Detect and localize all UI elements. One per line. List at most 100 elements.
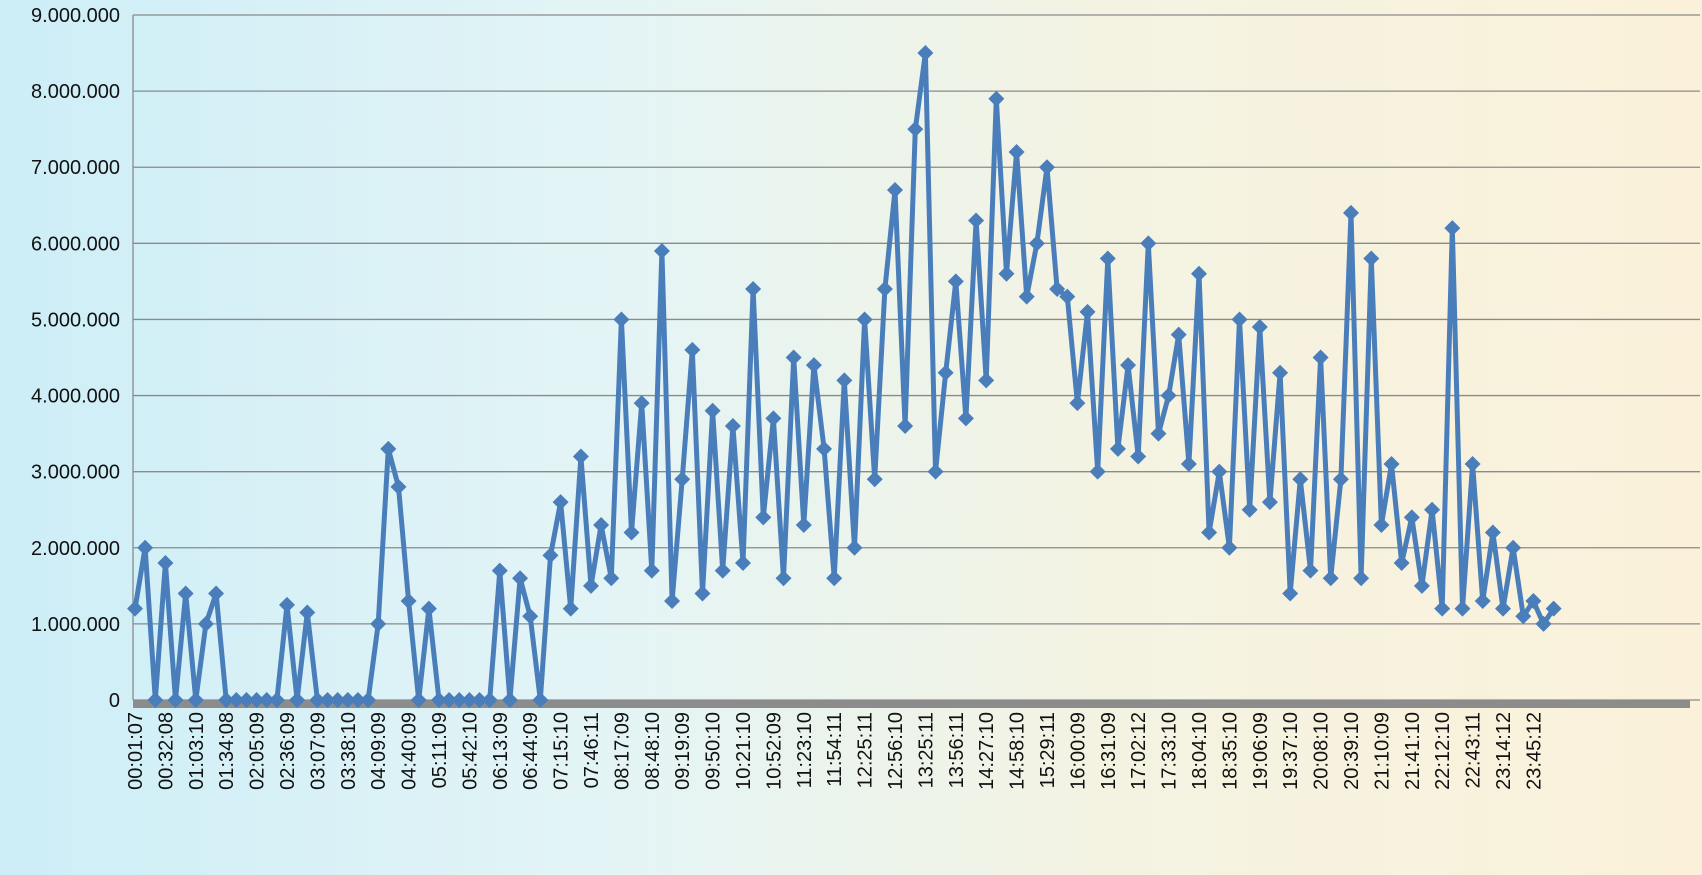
marker [1282,585,1299,602]
x-tick-label: 02:36:09 [277,712,299,790]
marker [866,471,883,488]
marker [1363,250,1380,267]
x-tick-label: 00:01:07 [125,712,147,790]
marker [248,692,265,708]
y-tick-label: 4.000.000 [31,386,120,408]
marker [1079,303,1096,320]
marker [1505,539,1522,556]
x-tick-label: 04:40:09 [399,712,421,790]
x-tick-label: 03:07:09 [307,712,329,790]
marker [349,692,366,708]
marker [694,585,711,602]
marker [735,555,751,571]
x-tick-label: 10:52:09 [763,712,785,790]
x-tick-label: 14:27:10 [976,712,998,790]
x-tick-label: 12:25:11 [855,712,877,788]
x-tick-label: 09:50:10 [703,712,725,790]
x-tick-label: 16:31:09 [1098,712,1120,790]
x-tick-label: 00:32:08 [155,712,177,790]
x-tick-label: 22:12:10 [1432,712,1454,790]
marker [339,692,356,708]
marker [826,570,843,587]
marker [846,539,863,556]
x-tick-label: 06:44:09 [520,712,542,790]
marker [927,463,944,480]
marker [876,281,893,297]
x-tick-label: 21:10:09 [1371,712,1393,790]
x-tick-label: 11:54:11 [824,712,846,787]
marker [775,570,792,587]
marker [613,311,630,328]
marker [684,341,701,358]
x-tick-label: 17:02:12 [1128,712,1150,790]
marker [208,585,225,602]
marker [512,570,529,587]
y-tick-label: 3.000.000 [31,462,120,484]
marker [197,615,214,632]
marker [1383,456,1400,473]
marker [1545,600,1562,617]
marker [1069,395,1086,412]
marker [127,600,143,617]
marker [957,410,974,427]
marker [532,692,549,708]
marker [420,600,437,617]
marker [917,45,934,62]
marker [1474,593,1491,610]
marker [887,182,903,199]
marker [1302,562,1319,579]
marker [400,593,417,610]
marker [947,273,964,290]
marker [1373,516,1390,533]
marker [1160,387,1177,404]
marker [1170,326,1187,343]
marker [238,692,255,708]
marker [552,494,569,511]
marker [491,562,508,579]
marker [1444,220,1461,237]
marker [1018,288,1035,305]
y-tick-label: 9.000.000 [31,5,120,27]
marker [410,692,427,708]
x-tick-label: 21:41:10 [1402,712,1424,790]
marker [1140,235,1157,252]
x-tick-label: 12:56:10 [885,712,907,790]
x-tick-label: 18:04:10 [1189,712,1211,790]
x-tick-label: 10:21:10 [733,712,755,790]
x-tick-label: 05:11:09 [429,712,451,788]
marker [1231,311,1248,328]
marker [279,596,295,613]
marker [501,692,518,708]
marker [1484,524,1501,541]
marker [1150,425,1167,442]
marker [968,212,985,229]
marker [562,600,579,617]
marker [157,555,174,571]
marker [593,516,610,533]
y-tick-label: 6.000.000 [31,233,120,255]
marker [745,281,762,297]
x-tick-label: 15:29:11 [1037,712,1059,788]
marker [937,364,954,381]
marker [1211,463,1228,480]
marker [299,604,316,621]
marker [1201,524,1218,541]
marker [218,692,235,708]
x-tick-label: 16:00:09 [1067,712,1089,790]
marker [572,448,589,465]
marker [1089,463,1106,480]
marker [441,692,458,708]
marker [755,509,772,526]
marker [167,692,184,708]
marker [643,562,660,579]
marker [1515,608,1532,625]
marker [765,410,782,427]
marker [390,478,407,495]
marker [1251,319,1268,336]
marker [714,562,731,579]
x-tick-label: 13:25:11 [915,712,937,788]
marker [1535,615,1552,632]
marker [1403,509,1420,526]
marker [380,440,397,457]
